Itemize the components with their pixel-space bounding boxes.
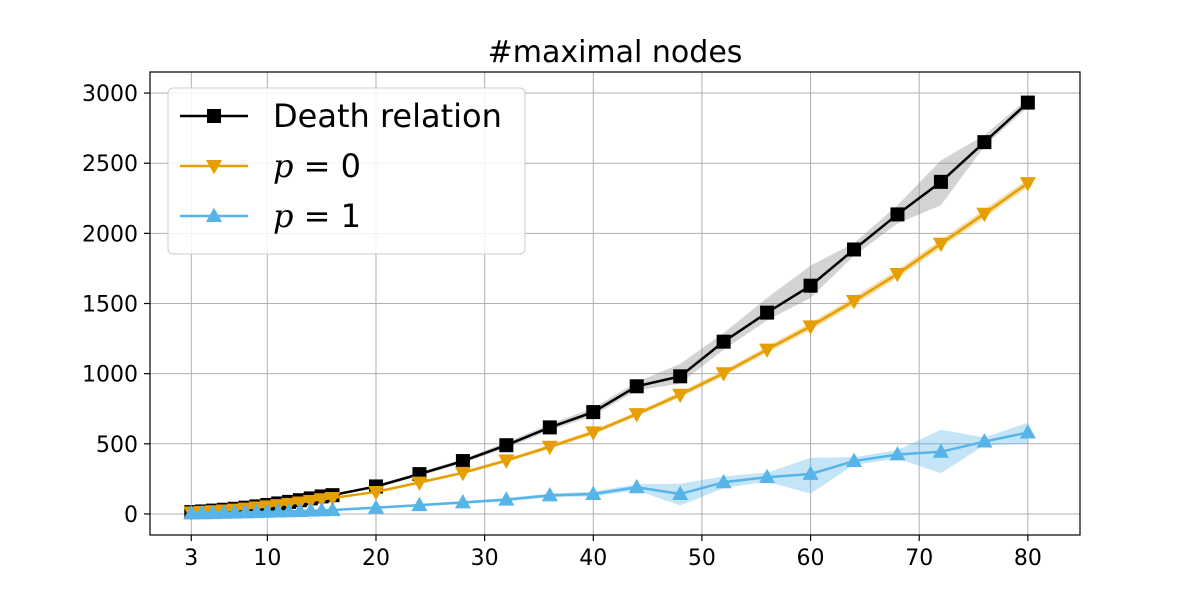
legend-math-value: = 0 <box>293 147 361 185</box>
data-point <box>302 502 319 517</box>
data-point <box>411 496 428 512</box>
data-point <box>498 491 515 506</box>
data-point <box>802 465 819 480</box>
data-point <box>586 405 601 420</box>
data-point <box>281 502 298 518</box>
data-point <box>205 207 223 222</box>
data-point <box>542 420 557 435</box>
data-point <box>933 174 948 189</box>
data-point <box>715 367 732 382</box>
data-point <box>845 295 863 310</box>
data-point <box>454 494 471 509</box>
y-tick-label: 500 <box>96 433 138 458</box>
data-point <box>628 478 645 494</box>
x-tick-label: 70 <box>905 546 933 571</box>
data-point <box>270 503 287 518</box>
x-tick-label: 20 <box>362 546 390 571</box>
data-point <box>845 452 863 468</box>
x-tick-label: 80 <box>1014 546 1042 571</box>
data-point <box>1020 95 1035 110</box>
y-tick-label: 2000 <box>82 222 138 247</box>
x-tick-label: 50 <box>688 546 716 571</box>
data-point <box>889 446 906 461</box>
data-point <box>1019 424 1036 439</box>
data-point <box>672 485 689 500</box>
legend-label: Death relation <box>273 97 502 135</box>
data-point <box>194 504 211 520</box>
chart-title: #maximal nodes <box>488 35 743 70</box>
data-point <box>1019 177 1036 192</box>
data-point <box>498 454 515 469</box>
axes: 3 10 20 30 40 50 60 70 80 0 500 1000 1500 2000 2500 300… <box>82 71 1081 571</box>
data-point <box>455 454 470 469</box>
grid-lines <box>150 72 1080 535</box>
error-band <box>191 422 1028 514</box>
data-point <box>629 379 644 394</box>
data-point <box>499 438 514 453</box>
x-tick-label: 60 <box>797 546 825 571</box>
y-tick-label: 3000 <box>82 82 138 107</box>
data-point <box>411 476 428 491</box>
data-point <box>932 443 949 458</box>
data-point <box>976 207 993 223</box>
data-point <box>313 502 330 517</box>
data-point <box>237 504 254 519</box>
data-point <box>248 503 265 519</box>
data-point <box>628 408 645 423</box>
data-point <box>259 503 276 518</box>
data-point <box>932 237 949 253</box>
data-point <box>291 502 308 517</box>
data-point <box>313 493 330 508</box>
data-point <box>976 433 993 448</box>
x-tick-label: 3 <box>184 546 198 571</box>
data-point <box>977 135 992 150</box>
x-tick-label: 10 <box>253 546 281 571</box>
data-point <box>716 334 731 349</box>
data-point <box>367 485 385 501</box>
data-point <box>215 504 232 519</box>
series-lines <box>183 95 1036 521</box>
data-point <box>759 343 776 358</box>
legend-box <box>167 87 526 255</box>
data-point <box>454 466 471 482</box>
data-point <box>715 473 732 489</box>
data-point <box>847 242 862 257</box>
y-tick-label: 2500 <box>82 152 138 177</box>
data-point <box>585 426 602 441</box>
legend-math-symbol: p <box>273 197 293 235</box>
data-point <box>226 504 243 519</box>
legend-math-symbol: p <box>273 147 293 185</box>
data-point <box>760 305 775 320</box>
data-point <box>541 487 558 502</box>
data-point <box>367 499 385 514</box>
legend-label: p = 1 <box>273 197 361 235</box>
x-tick-label: 30 <box>471 546 499 571</box>
data-point <box>672 388 689 404</box>
data-point <box>324 492 341 507</box>
data-point <box>205 160 223 175</box>
data-point <box>207 109 221 123</box>
y-tick-label: 1500 <box>82 293 138 318</box>
data-point <box>183 504 200 520</box>
x-tick-label: 40 <box>579 546 607 571</box>
data-point <box>889 267 906 283</box>
y-tick-label: 1000 <box>82 363 138 388</box>
error-bands <box>191 98 1028 514</box>
data-point <box>673 369 688 384</box>
legend-math-value: = 1 <box>293 197 361 235</box>
data-point <box>204 504 222 520</box>
y-tick-label: 0 <box>124 503 138 528</box>
data-point <box>803 278 818 293</box>
data-point <box>302 494 319 510</box>
data-point <box>890 207 905 222</box>
data-point <box>324 501 341 516</box>
legend-label: p = 0 <box>273 147 361 185</box>
data-point <box>759 468 776 484</box>
data-point <box>541 440 558 456</box>
data-point <box>802 320 819 335</box>
data-point <box>585 485 602 500</box>
